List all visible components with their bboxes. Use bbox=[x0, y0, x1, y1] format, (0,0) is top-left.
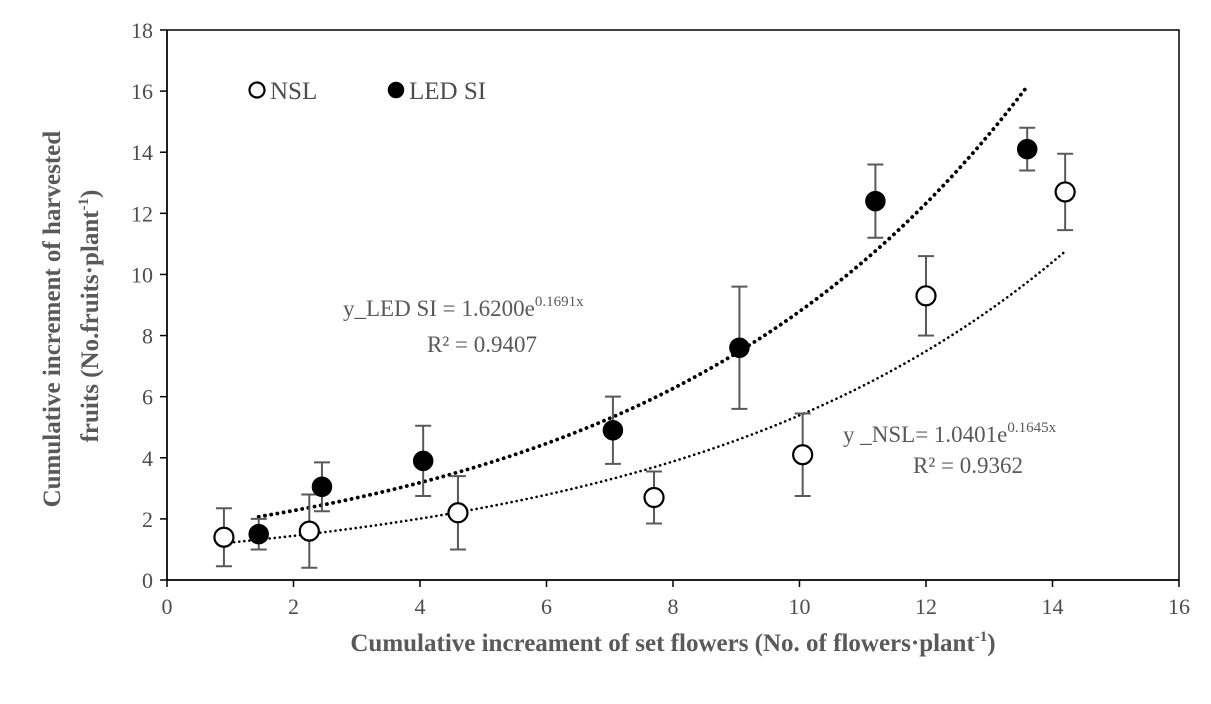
legend-marker-led-si bbox=[387, 81, 405, 99]
x-tick-label: 6 bbox=[541, 594, 552, 619]
led-si-equation: y_LED SI = 1.6200e0.1691x bbox=[343, 294, 584, 321]
trendline-led-si bbox=[256, 84, 1030, 519]
led-si-equation-main: y_LED SI = 1.6200e bbox=[343, 296, 535, 321]
legend-label-led-si: LED SI bbox=[409, 78, 486, 105]
point-nsl bbox=[447, 502, 469, 524]
legend-label-nsl: NSL bbox=[270, 78, 317, 105]
trendline-nsl bbox=[222, 250, 1067, 545]
y-tick-label: 8 bbox=[142, 324, 153, 349]
nsl-r2: R² = 0.9362 bbox=[913, 453, 1023, 478]
x-tick-label: 2 bbox=[288, 594, 299, 619]
point-led-si bbox=[729, 337, 750, 359]
point-led-si bbox=[412, 450, 434, 472]
y-axis-title-line2-end: ) bbox=[77, 190, 104, 198]
x-ticks: 0 2 4 6 8 10 12 14 16 bbox=[162, 580, 1190, 619]
y-tick-label: 18 bbox=[131, 18, 153, 43]
point-nsl bbox=[298, 520, 320, 542]
x-tick-label: 14 bbox=[1042, 594, 1064, 619]
y-axis-title-line2-sup: -1 bbox=[76, 198, 92, 211]
point-led-si bbox=[248, 523, 269, 545]
point-led-si bbox=[602, 420, 624, 441]
x-tick-label: 0 bbox=[162, 594, 173, 619]
y-tick-label: 4 bbox=[142, 446, 153, 471]
led-si-equation-exponent: 0.1691x bbox=[535, 294, 584, 310]
point-nsl bbox=[915, 285, 937, 307]
y-tick-label: 2 bbox=[142, 507, 153, 532]
point-nsl bbox=[792, 444, 814, 466]
y-tick-label: 6 bbox=[142, 385, 153, 410]
x-tick-label: 4 bbox=[415, 594, 426, 619]
x-axis-title: Cumulative increament of set flowers (No… bbox=[350, 629, 995, 657]
x-axis-title-main: Cumulative increament of set flowers (No… bbox=[350, 630, 975, 657]
y-tick-label: 12 bbox=[131, 201, 153, 226]
y-ticks: 0 2 4 6 8 10 12 14 16 18 bbox=[131, 18, 167, 593]
point-nsl bbox=[213, 526, 235, 548]
data-points bbox=[213, 138, 1076, 548]
point-led-si bbox=[865, 190, 886, 212]
nsl-equation-exponent: 0.1645x bbox=[1007, 420, 1056, 436]
x-tick-label: 8 bbox=[668, 594, 679, 619]
trendlines bbox=[222, 84, 1067, 545]
y-axis-title-line2-main: fruits (No.fruits·plant bbox=[77, 210, 104, 443]
point-led-si bbox=[311, 476, 333, 498]
y-tick-label: 14 bbox=[131, 140, 153, 165]
point-led-si bbox=[1016, 138, 1038, 160]
x-tick-label: 12 bbox=[915, 594, 937, 619]
x-axis-title-sup: -1 bbox=[975, 629, 988, 645]
y-tick-label: 10 bbox=[131, 262, 153, 287]
y-axis-title-line1: Cumulative increment of harvested bbox=[39, 131, 66, 508]
y-tick-label: 0 bbox=[142, 568, 153, 593]
plot-frame bbox=[166, 29, 1180, 581]
x-tick-label: 16 bbox=[1168, 594, 1190, 619]
nsl-equation-main: y _NSL= 1.0401e bbox=[843, 422, 1007, 447]
point-nsl bbox=[643, 486, 665, 509]
x-tick-label: 10 bbox=[789, 594, 811, 619]
legend-marker-nsl bbox=[248, 81, 266, 99]
y-tick-label: 16 bbox=[131, 79, 153, 104]
legend: NSL LED SI bbox=[248, 78, 486, 105]
led-si-r2: R² = 0.9407 bbox=[427, 332, 537, 357]
y-axis-title-line2: fruits (No.fruits·plant-1) bbox=[76, 190, 104, 443]
point-nsl bbox=[1054, 181, 1076, 203]
nsl-equation: y _NSL= 1.0401e0.1645x bbox=[843, 420, 1057, 447]
x-axis-title-end: ) bbox=[987, 630, 995, 657]
y-axis-title: Cumulative increment of harvested fruits… bbox=[39, 125, 104, 508]
